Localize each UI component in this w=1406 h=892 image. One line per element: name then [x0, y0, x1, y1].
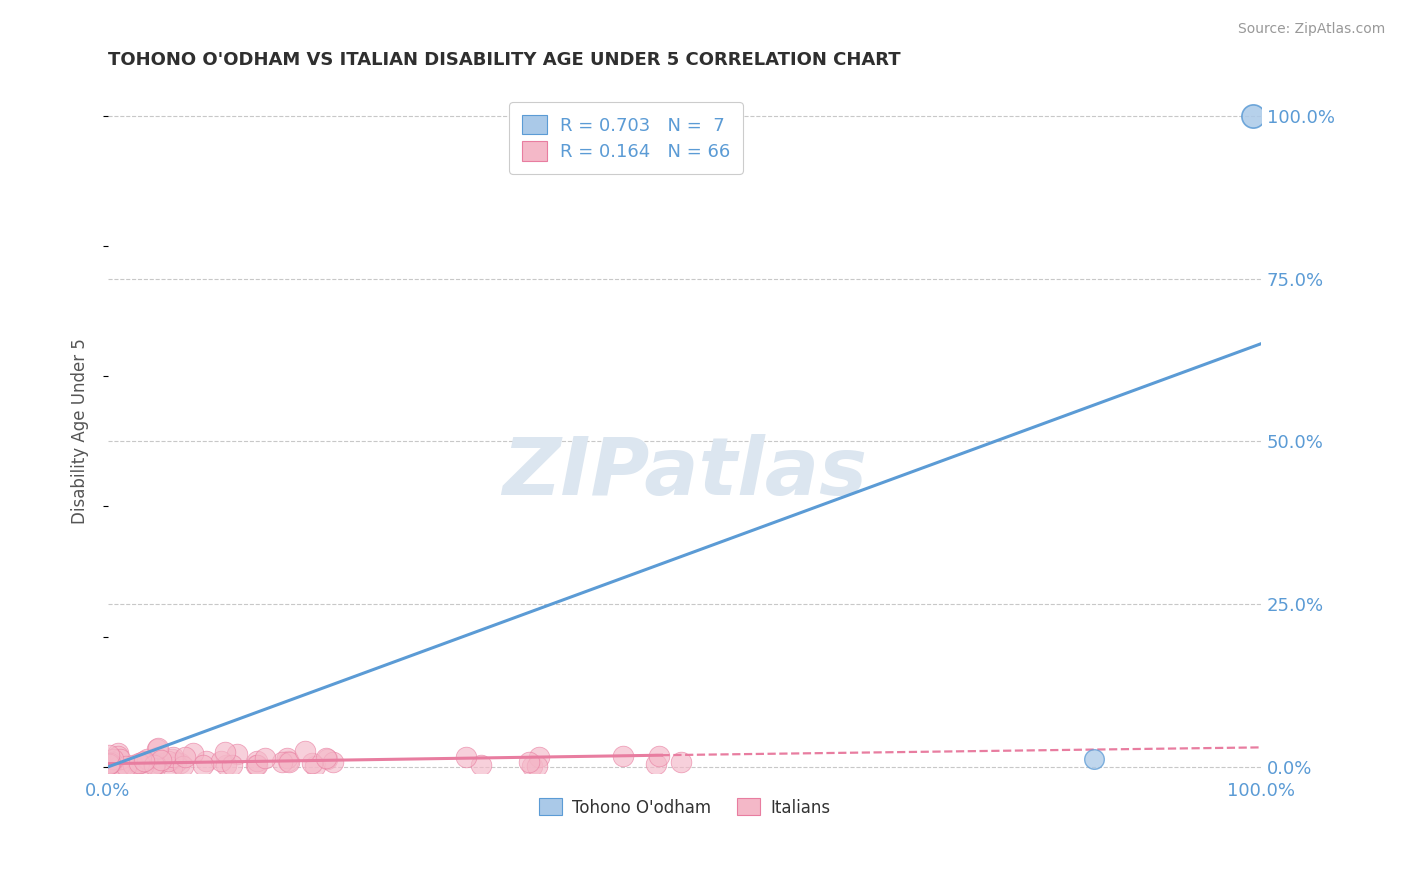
Point — [97, 757, 120, 772]
Point — [304, 759, 326, 773]
Point — [645, 757, 668, 772]
Point — [108, 752, 131, 766]
Point — [173, 750, 195, 764]
Point — [215, 758, 238, 772]
Point — [316, 752, 339, 766]
Point — [132, 759, 155, 773]
Point — [193, 757, 215, 772]
Point — [101, 751, 124, 765]
Legend: Tohono O'odham, Italians: Tohono O'odham, Italians — [533, 792, 837, 823]
Point — [127, 757, 149, 772]
Text: ZIPatlas: ZIPatlas — [502, 434, 868, 512]
Point — [276, 751, 298, 765]
Point — [148, 756, 170, 771]
Point — [245, 758, 267, 772]
Point — [612, 749, 634, 764]
Point — [315, 751, 337, 765]
Point — [107, 749, 129, 764]
Point — [526, 758, 548, 772]
Point — [271, 755, 294, 769]
Point — [98, 756, 121, 771]
Point — [519, 755, 541, 769]
Point — [277, 755, 299, 769]
Point — [131, 755, 153, 769]
Point — [209, 754, 232, 768]
Point — [169, 756, 191, 771]
Point — [107, 746, 129, 760]
Point — [160, 760, 183, 774]
Point — [100, 756, 122, 770]
Point — [150, 753, 173, 767]
Point — [134, 754, 156, 768]
Point — [254, 750, 277, 764]
Text: Source: ZipAtlas.com: Source: ZipAtlas.com — [1237, 22, 1385, 37]
Point — [669, 755, 692, 769]
Point — [172, 759, 194, 773]
Point — [122, 758, 145, 772]
Point — [110, 760, 132, 774]
Point — [181, 747, 204, 761]
Point — [146, 740, 169, 755]
Point — [146, 742, 169, 756]
Point — [221, 758, 243, 772]
Y-axis label: Disability Age Under 5: Disability Age Under 5 — [72, 339, 89, 524]
Point — [156, 754, 179, 768]
Point — [165, 756, 187, 770]
Point — [162, 750, 184, 764]
Point — [520, 759, 543, 773]
Point — [142, 758, 165, 772]
Point — [1083, 752, 1105, 766]
Text: TOHONO O'ODHAM VS ITALIAN DISABILITY AGE UNDER 5 CORRELATION CHART: TOHONO O'ODHAM VS ITALIAN DISABILITY AGE… — [108, 51, 901, 69]
Point — [145, 756, 167, 771]
Point — [115, 759, 138, 773]
Point — [529, 750, 551, 764]
Point — [470, 757, 492, 772]
Point — [128, 756, 150, 770]
Point — [294, 744, 316, 758]
Point — [194, 754, 217, 768]
Point — [214, 745, 236, 759]
Point — [1241, 109, 1264, 123]
Point — [246, 755, 269, 769]
Point — [245, 757, 267, 772]
Point — [146, 750, 169, 764]
Point — [648, 749, 671, 764]
Point — [278, 756, 301, 770]
Point — [226, 747, 249, 761]
Point — [100, 755, 122, 769]
Point — [107, 759, 129, 773]
Point — [322, 755, 344, 769]
Point — [301, 756, 323, 770]
Point — [162, 752, 184, 766]
Point — [454, 750, 477, 764]
Point — [136, 752, 159, 766]
Point — [97, 748, 120, 763]
